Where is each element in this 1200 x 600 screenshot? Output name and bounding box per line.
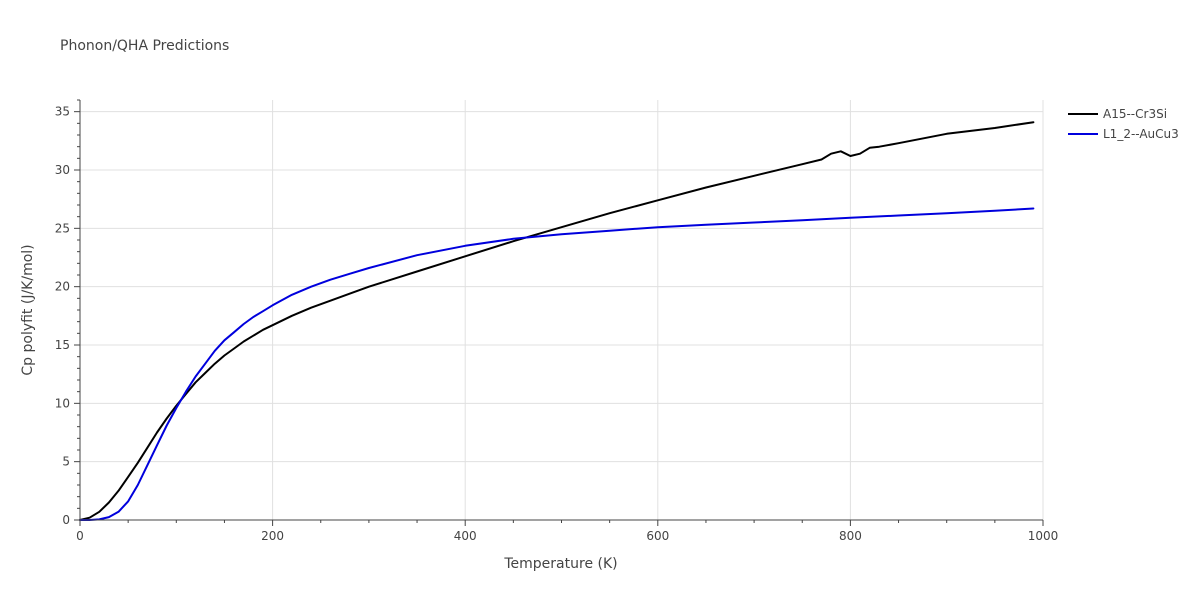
legend-label: A15--Cr3Si bbox=[1103, 107, 1167, 121]
x-tick-label: 600 bbox=[646, 529, 669, 543]
y-tick-label: 30 bbox=[55, 163, 70, 177]
x-tick-label: 200 bbox=[261, 529, 284, 543]
legend-item[interactable]: A15--Cr3Si bbox=[1068, 107, 1167, 121]
chart-title: Phonon/QHA Predictions bbox=[60, 38, 229, 54]
y-tick-label: 15 bbox=[55, 338, 70, 352]
x-axis-title: Temperature (K) bbox=[503, 556, 617, 572]
x-tick-label: 1000 bbox=[1028, 529, 1059, 543]
x-tick-label: 400 bbox=[454, 529, 477, 543]
legend-label: L1_2--AuCu3 bbox=[1103, 127, 1179, 141]
axes: 0 200 400 600 800 1000 0 5 10 15 20 25 30 35 bbox=[55, 99, 1059, 543]
y-tick-label: 35 bbox=[55, 105, 70, 119]
y-tick-label: 20 bbox=[55, 280, 70, 294]
x-tick-label: 0 bbox=[76, 529, 84, 543]
y-tick-label: 0 bbox=[62, 513, 70, 527]
y-axis-title: Cp polyfit (J/K/mol) bbox=[20, 244, 36, 375]
series-line-l1-2-aucu3 bbox=[79, 207, 1035, 521]
x-tick-label: 800 bbox=[839, 529, 862, 543]
series-line-a15-cr3si bbox=[79, 121, 1035, 521]
y-tick-label: 10 bbox=[55, 396, 70, 410]
y-tick-label: 5 bbox=[62, 455, 70, 469]
series-group bbox=[79, 121, 1035, 521]
legend-item[interactable]: L1_2--AuCu3 bbox=[1068, 127, 1179, 141]
grid bbox=[80, 100, 1044, 520]
legend: A15--Cr3Si L1_2--AuCu3 bbox=[1068, 107, 1179, 141]
y-tick-label: 25 bbox=[55, 221, 70, 235]
